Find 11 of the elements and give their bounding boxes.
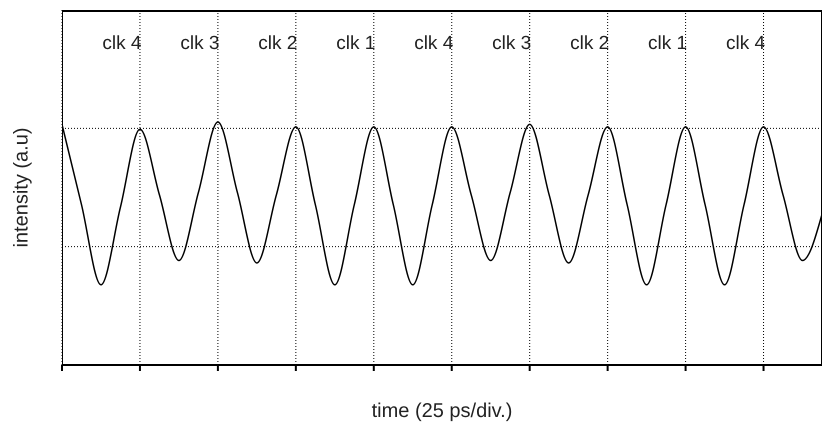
text: clk 1 <box>335 33 376 55</box>
text: clk 3 <box>491 33 532 55</box>
text: clk 1 <box>647 33 688 55</box>
text: clk 4 <box>101 33 142 55</box>
text: clk 4 <box>413 33 454 55</box>
y-axis-title: intensity (a.u) <box>10 126 34 250</box>
text: clk 3 <box>179 33 220 55</box>
text: clk 4 <box>724 33 766 55</box>
text: clk 2 <box>569 33 610 55</box>
text: clk 2 <box>257 33 298 55</box>
x-axis-title: time (25 ps/div.) <box>370 400 514 423</box>
